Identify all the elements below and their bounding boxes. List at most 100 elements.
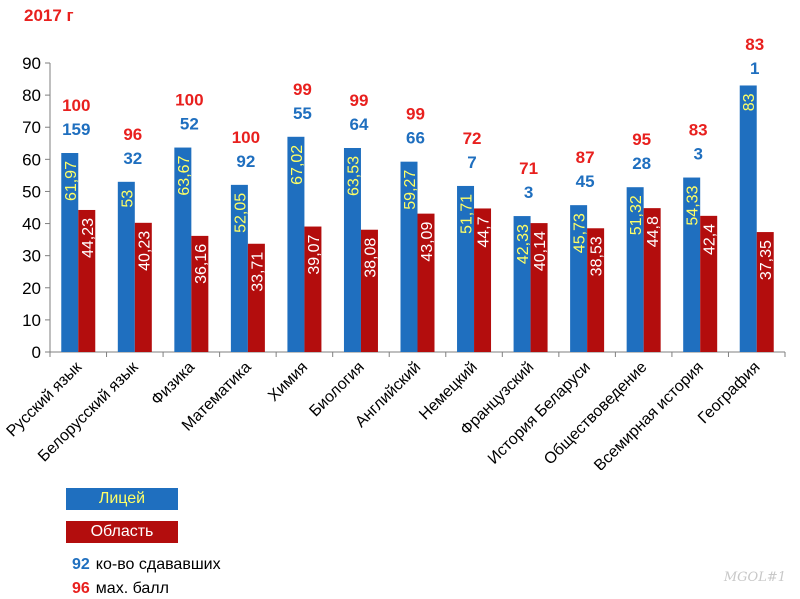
category-label: История Беларуси <box>485 359 594 468</box>
legend-lyceum: Лицей <box>66 488 178 510</box>
legend-region: Область <box>66 521 178 543</box>
category-label: География <box>695 359 763 427</box>
participants-label: 3 <box>693 145 702 164</box>
max-score-label: 100 <box>62 96 90 115</box>
participants-label: 64 <box>350 115 369 134</box>
category-label: Белорусский язык <box>35 358 142 465</box>
participants-label: 159 <box>62 120 90 139</box>
legend-lyceum-label: Лицей <box>98 490 146 507</box>
y-tick-label: 70 <box>22 118 41 137</box>
value-label-lyceum: 51,71 <box>459 194 476 234</box>
category-label: Химия <box>265 359 311 405</box>
participants-label: 52 <box>180 115 199 134</box>
category-label: Всемирная история <box>591 359 707 470</box>
max-score-label: 95 <box>632 130 651 149</box>
legend-max-sample: 96 <box>72 580 90 597</box>
participants-label: 1 <box>750 59 759 78</box>
legend-max-note: 96 мах. балл <box>72 580 169 598</box>
value-label-lyceum: 51,32 <box>628 195 645 235</box>
chart-title: 2017 г <box>24 6 74 25</box>
legend-max-label: мах. балл <box>95 580 169 597</box>
bar-lyceum <box>570 205 588 352</box>
bar-chart: 010203040506070809061,9744,23159100Русск… <box>4 35 786 470</box>
bar-region <box>247 243 265 352</box>
bar-region <box>191 235 209 352</box>
value-label-region: 38,08 <box>362 238 379 278</box>
bar-lyceum <box>400 161 418 352</box>
max-score-label: 100 <box>175 91 203 110</box>
participants-label: 45 <box>576 172 595 191</box>
bar-region <box>587 228 605 352</box>
value-label-lyceum: 63,67 <box>176 155 193 195</box>
value-label-lyceum: 45,73 <box>572 213 589 253</box>
participants-label: 55 <box>293 104 312 123</box>
bar-region <box>756 232 774 352</box>
participants-label: 7 <box>467 153 476 172</box>
participants-label: 3 <box>524 183 533 202</box>
value-label-lyceum: 42,33 <box>515 224 532 264</box>
max-score-label: 96 <box>123 125 142 144</box>
y-tick-label: 90 <box>22 54 41 73</box>
value-label-region: 37,35 <box>758 240 775 280</box>
legend-region-label: Область <box>90 523 154 540</box>
category-label: Физика <box>148 359 198 409</box>
bar-lyceum <box>513 216 531 352</box>
bar-lyceum <box>174 147 192 352</box>
y-tick-label: 50 <box>22 182 41 201</box>
bar-lyceum <box>230 184 248 352</box>
bar-lyceum <box>117 181 135 352</box>
value-label-region: 44,23 <box>80 218 97 258</box>
bar-region <box>360 229 378 352</box>
bar-region <box>78 209 96 352</box>
bar-lyceum <box>457 185 475 352</box>
y-tick-label: 80 <box>22 86 41 105</box>
value-label-region: 40,23 <box>136 231 153 271</box>
value-label-region: 42,4 <box>702 224 719 255</box>
y-tick-label: 30 <box>22 247 41 266</box>
max-score-label: 99 <box>350 91 369 110</box>
max-score-label: 71 <box>519 159 538 178</box>
max-score-label: 83 <box>745 35 764 54</box>
value-label-region: 33,71 <box>249 252 266 292</box>
bar-lyceum <box>739 85 757 352</box>
value-label-lyceum: 52,05 <box>232 193 249 233</box>
participants-label: 32 <box>123 149 142 168</box>
value-label-lyceum: 59,27 <box>402 170 419 210</box>
value-label-region: 39,07 <box>306 234 323 274</box>
value-label-region: 44,8 <box>645 216 662 247</box>
bar-region <box>643 208 661 352</box>
bar-lyceum <box>61 153 79 352</box>
bar-lyceum <box>626 187 644 352</box>
legend-count-sample: 92 <box>72 556 90 573</box>
bar-lyceum <box>683 177 701 352</box>
bar-region <box>417 213 435 352</box>
max-score-label: 72 <box>463 129 482 148</box>
max-score-label: 99 <box>293 80 312 99</box>
max-score-label: 100 <box>232 128 260 147</box>
bar-lyceum <box>343 147 361 352</box>
value-label-lyceum: 63,53 <box>345 156 362 196</box>
y-tick-label: 60 <box>22 150 41 169</box>
max-score-label: 99 <box>406 105 425 124</box>
value-label-region: 43,09 <box>419 222 436 262</box>
participants-label: 28 <box>632 154 651 173</box>
legend-count-label: ко-во сдававших <box>95 556 221 573</box>
category-label: Обществоведение <box>541 359 651 469</box>
legend-count-note: 92 ко-во сдававших <box>72 556 221 574</box>
value-label-lyceum: 61,97 <box>63 161 80 201</box>
value-label-lyceum: 53 <box>119 190 136 208</box>
value-label-lyceum: 54,33 <box>685 185 702 225</box>
bar-region <box>134 222 152 352</box>
value-label-lyceum: 67,02 <box>289 145 306 185</box>
bar-region <box>304 226 322 352</box>
value-label-region: 38,53 <box>589 236 606 276</box>
value-label-lyceum: 83 <box>741 93 758 111</box>
bar-region <box>530 223 548 352</box>
participants-label: 66 <box>406 129 425 148</box>
value-label-region: 44,7 <box>476 216 493 247</box>
watermark: MGOL#1 <box>723 570 786 585</box>
value-label-region: 36,16 <box>193 244 210 284</box>
y-tick-label: 0 <box>32 343 41 362</box>
y-tick-label: 20 <box>22 279 41 298</box>
